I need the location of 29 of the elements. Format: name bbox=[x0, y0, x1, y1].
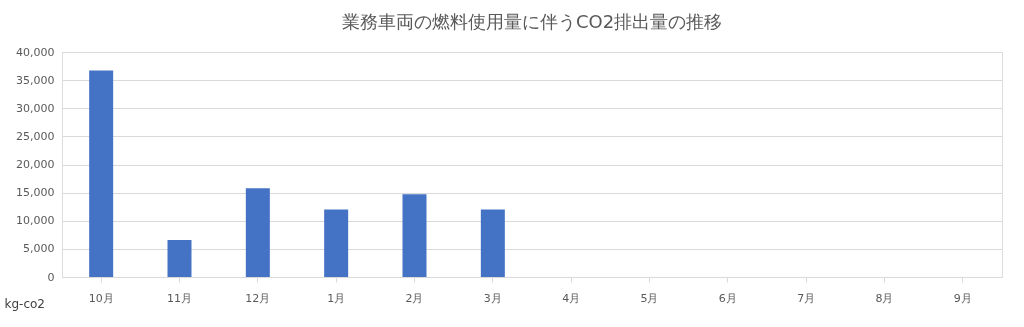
y-axis-title: kg-co2 bbox=[4, 296, 45, 311]
y-tick-label: 30,000 bbox=[16, 101, 55, 115]
x-tick-label: 9月 bbox=[953, 291, 972, 305]
y-tick-label: 10,000 bbox=[16, 214, 55, 228]
bar bbox=[167, 239, 192, 277]
bar bbox=[480, 209, 505, 277]
y-tick-label: 40,000 bbox=[16, 45, 55, 59]
y-tick-label: 25,000 bbox=[16, 129, 55, 143]
x-tick-label: 1月 bbox=[327, 291, 346, 305]
bar bbox=[245, 188, 270, 277]
x-tick-label: 4月 bbox=[562, 291, 581, 305]
bar bbox=[324, 209, 349, 277]
x-tick-label: 11月 bbox=[167, 291, 192, 305]
x-tick-label: 8月 bbox=[875, 291, 894, 305]
y-tick-label: 15,000 bbox=[16, 186, 55, 200]
chart-title: 業務車両の燃料使用量に伴うCO2排出量の推移 bbox=[341, 11, 723, 32]
x-tick-label: 6月 bbox=[718, 291, 737, 305]
x-tick-label: 2月 bbox=[405, 291, 424, 305]
y-tick-label: 0 bbox=[47, 270, 55, 284]
x-tick-label: 12月 bbox=[245, 291, 271, 305]
bar bbox=[402, 194, 427, 277]
x-tick-label: 3月 bbox=[483, 291, 502, 305]
y-tick-label: 35,000 bbox=[16, 73, 55, 87]
x-tick-label: 7月 bbox=[797, 291, 816, 305]
x-tick-label: 5月 bbox=[640, 291, 659, 305]
y-tick-label: 5,000 bbox=[23, 242, 55, 256]
bar bbox=[89, 70, 114, 277]
y-tick-label: 20,000 bbox=[16, 158, 55, 171]
x-tick-label: 10月 bbox=[88, 291, 114, 305]
